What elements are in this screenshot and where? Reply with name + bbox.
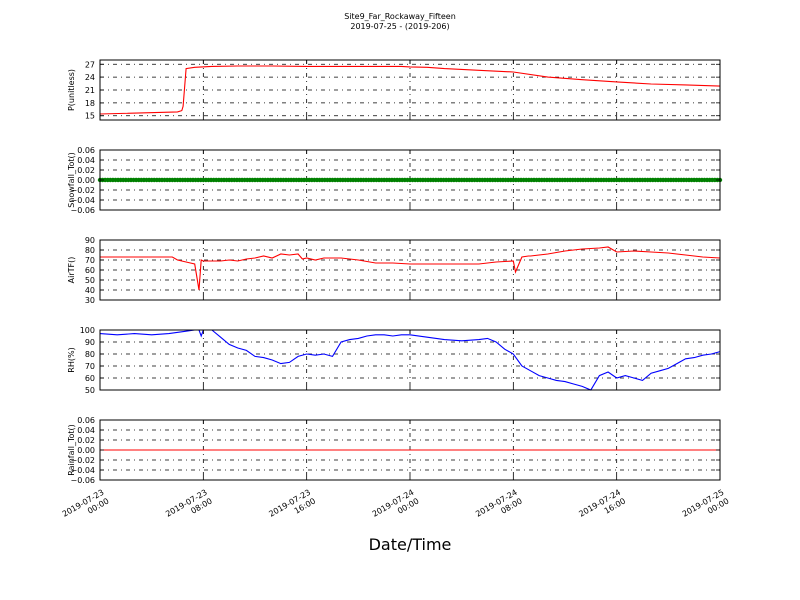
y-tick-label: 0.00 (77, 446, 95, 455)
y-tick-label: 60 (85, 374, 95, 383)
y-tick-label: 50 (85, 276, 95, 285)
y-tick-label: 21 (85, 86, 95, 95)
panels: 1518212427P(unitless)0.060.040.020.00−0.… (67, 59, 723, 485)
x-tick-label: 2019-07-2500:00 (681, 488, 731, 528)
y-tick-label: 0.06 (77, 416, 95, 425)
x-tick-label: 2019-07-2316:00 (267, 488, 317, 528)
y-axis-label: Snowfall_Tot() (67, 152, 76, 208)
series-line (99, 65, 721, 115)
x-axis-label: Date/Time (369, 535, 452, 554)
y-tick-label: 18 (85, 99, 95, 108)
y-tick-label: 27 (85, 60, 95, 69)
panel-1: 15 18 21 24 27 P(unitless) (67, 59, 721, 121)
x-tick-label: 2019-07-2400:00 (371, 488, 421, 528)
y-tick-label: −0.06 (70, 476, 95, 485)
y-tick-label: −0.04 (70, 196, 95, 205)
y-tick-label: 60 (85, 266, 95, 275)
x-tick-label: 2019-07-2300:00 (61, 488, 111, 528)
x-axis-ticks: 2019-07-2300:00 2019-07-2308:00 2019-07-23… (61, 488, 731, 528)
series-line (99, 329, 721, 391)
y-axis-label: AirTF() (67, 257, 76, 284)
y-tick-label: −0.02 (70, 456, 95, 465)
y-tick-label: 70 (85, 256, 95, 265)
y-tick-label: 0.00 (77, 176, 95, 185)
y-tick-label: 30 (85, 296, 95, 305)
y-tick-label: 0.02 (77, 436, 95, 445)
y-tick-label: 24 (85, 73, 95, 82)
figure-subtitle: 2019-07-25 - (2019-206) (350, 22, 449, 31)
y-tick-label: −0.06 (70, 206, 95, 215)
y-tick-label: 100 (80, 326, 95, 335)
y-tick-label: 0.04 (77, 156, 95, 165)
y-tick-label: 15 (85, 112, 95, 121)
y-axis-label: Rainfall_Tot() (67, 424, 76, 476)
y-tick-label: 50 (85, 386, 95, 395)
x-tick-label: 2019-07-2416:00 (577, 488, 627, 528)
y-tick-label: 90 (85, 338, 95, 347)
y-tick-label: 70 (85, 362, 95, 371)
panel-2: 0.060.040.020.00−0.02−0.04−0.06Snowfall_… (67, 146, 723, 215)
x-tick-label: 2019-07-2408:00 (474, 488, 524, 528)
x-tick-label: 2019-07-2308:00 (164, 488, 214, 528)
y-axis-label: P(unitless) (67, 69, 76, 111)
panel-5: 0.060.040.020.00−0.02−0.04−0.06Rainfall_… (67, 416, 721, 485)
figure-title: Site9_Far_Rockaway_Fifteen (344, 12, 456, 21)
y-tick-label: 0.04 (77, 426, 95, 435)
panel-4: 100 90 80 70 60 50 RH(%) (67, 326, 721, 395)
y-tick-label: 0.06 (77, 146, 95, 155)
series-line (100, 246, 721, 291)
y-tick-label: 40 (85, 286, 95, 295)
y-tick-label: −0.02 (70, 186, 95, 195)
y-tick-label: 0.02 (77, 166, 95, 175)
y-tick-label: 80 (85, 350, 95, 359)
y-tick-label: 80 (85, 246, 95, 255)
y-tick-label: −0.04 (70, 466, 95, 475)
y-axis-label: RH(%) (67, 347, 76, 372)
y-tick-label: 90 (85, 236, 95, 245)
